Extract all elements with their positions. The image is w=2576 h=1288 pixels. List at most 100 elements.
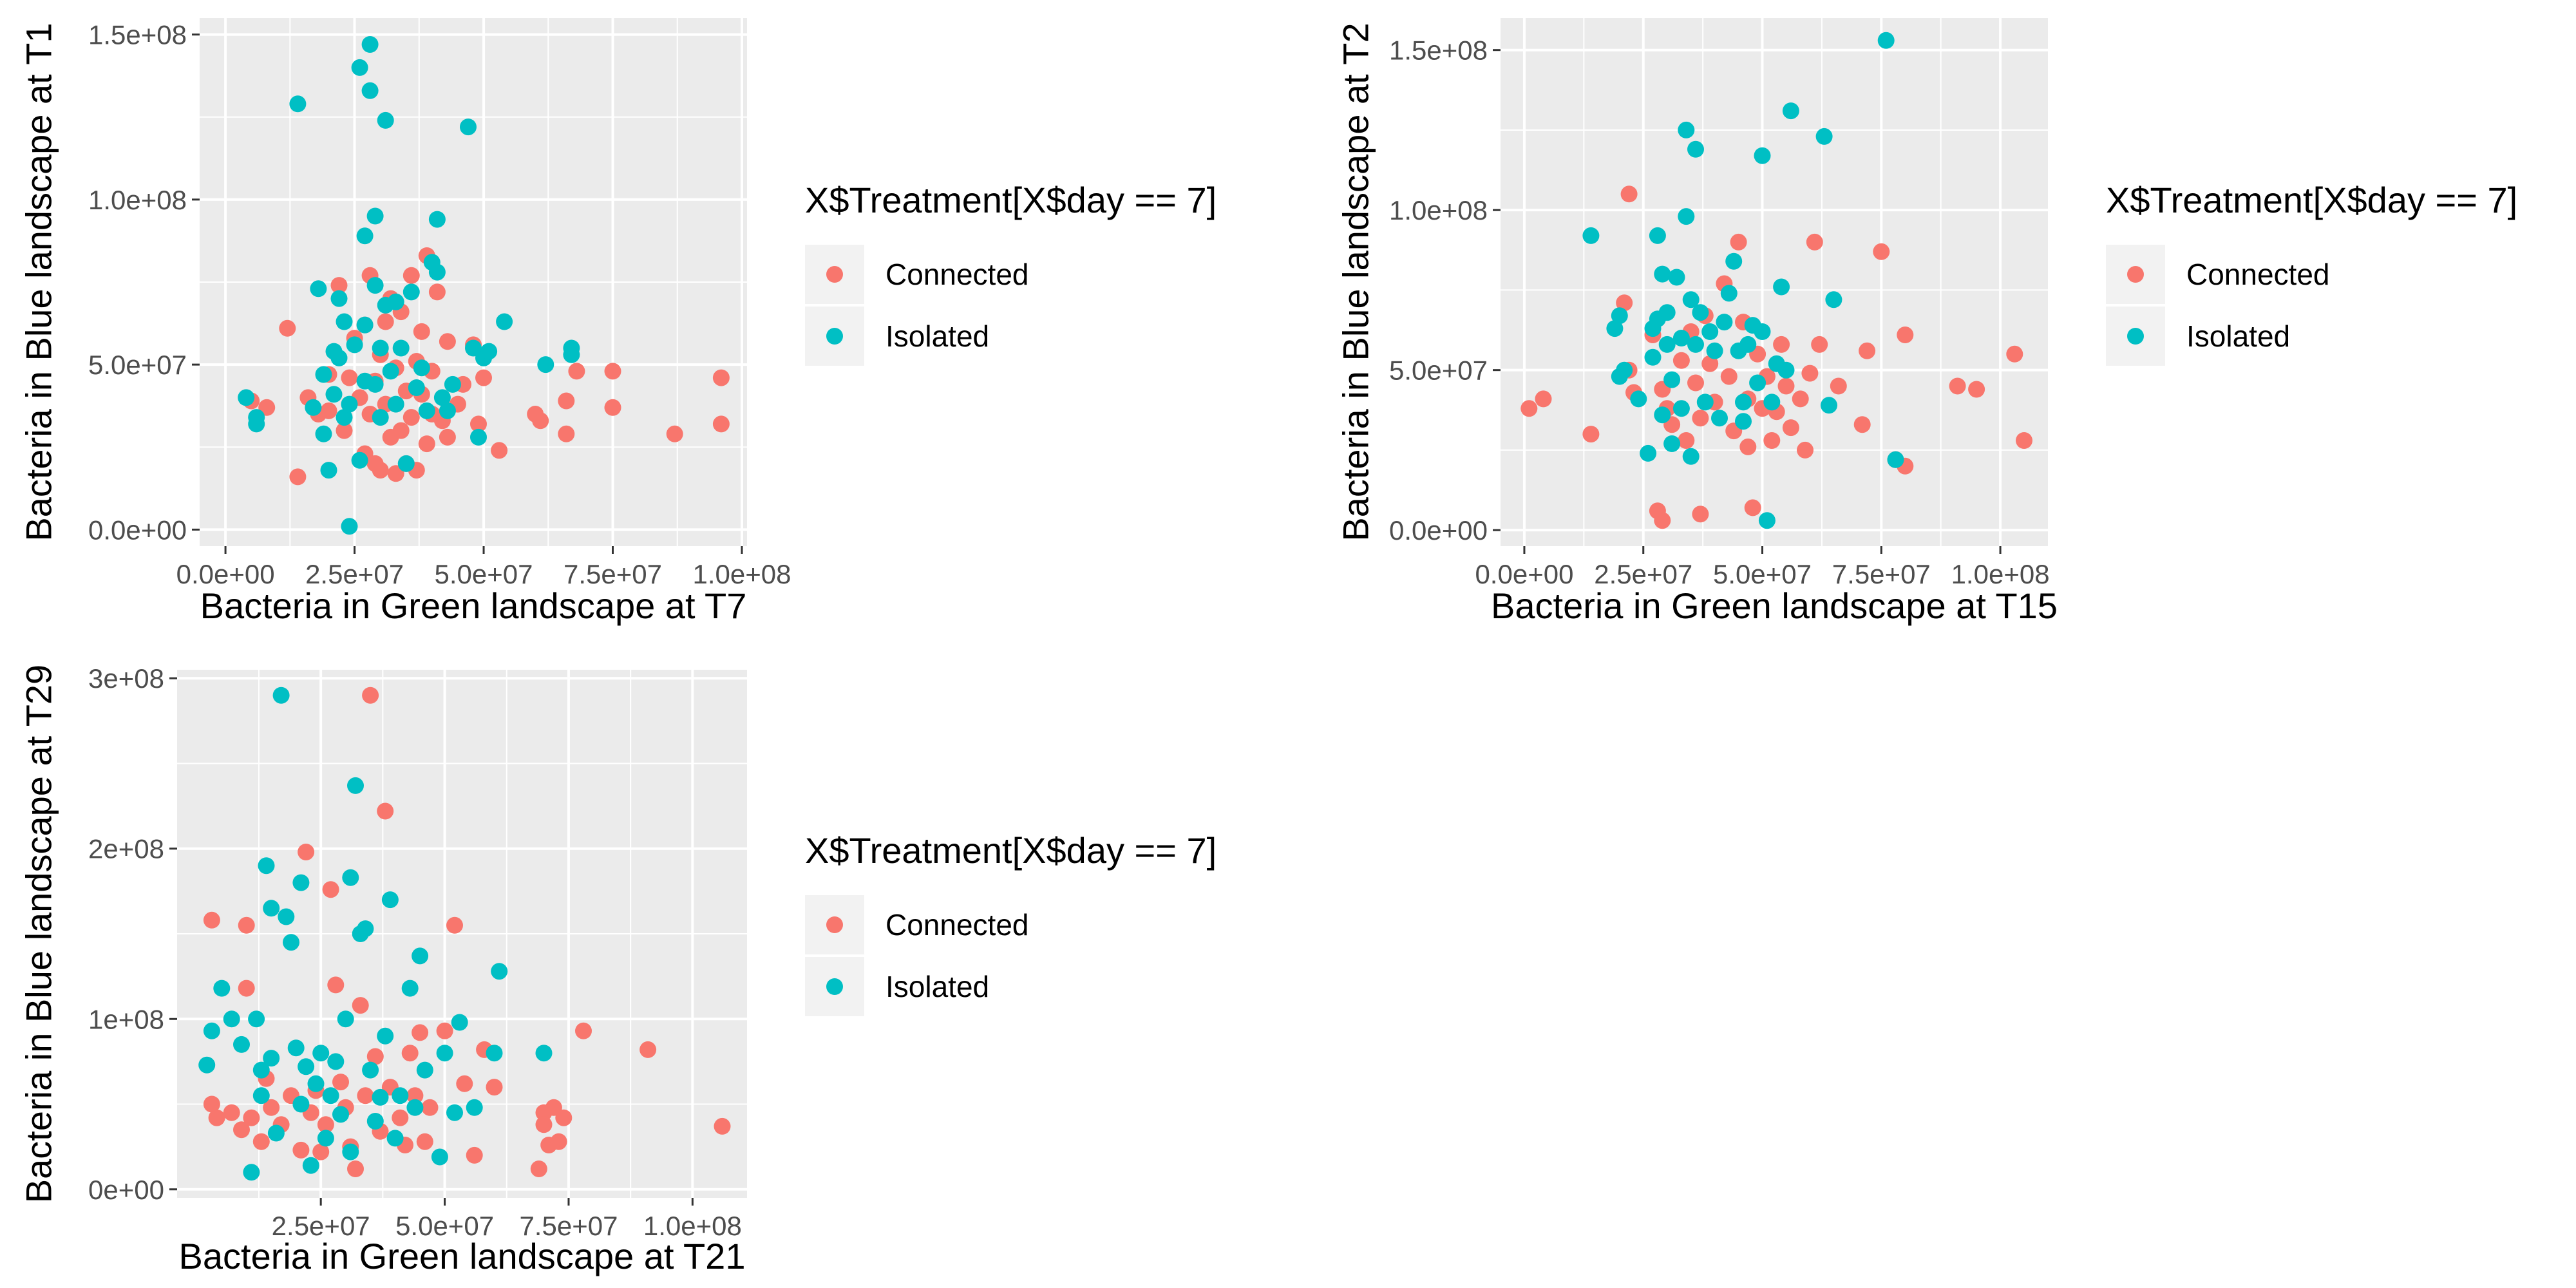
panel2-point-isolated	[1687, 140, 1704, 158]
panel2-point-isolated	[1877, 32, 1895, 49]
panel3-point-isolated	[203, 1022, 220, 1039]
panel3-y-axis-title: Bacteria in Blue landscape at T29	[19, 665, 59, 1203]
panel3-point-connected	[466, 1146, 483, 1164]
panel2-point-isolated	[1825, 291, 1842, 308]
panel3-point-connected	[317, 1116, 334, 1133]
panel3-point-connected	[421, 1099, 439, 1116]
panel3-point-isolated	[332, 1106, 349, 1123]
panel1-point-isolated	[366, 277, 384, 294]
panel1-point-connected	[491, 442, 508, 459]
panel3-point-connected	[243, 1109, 260, 1126]
panel2-point-isolated	[1663, 371, 1681, 388]
panel2-point-isolated	[1682, 291, 1700, 308]
panel2-point-isolated	[1887, 451, 1904, 468]
panel3-point-isolated	[342, 1143, 359, 1160]
panel1-point-isolated	[305, 399, 322, 416]
panel3-point-connected	[412, 1024, 429, 1041]
panel2-point-isolated	[1777, 361, 1795, 379]
panel1-point-isolated	[361, 36, 379, 53]
panel3-point-connected	[362, 687, 379, 704]
panel2-point-isolated	[1654, 265, 1671, 283]
panel1-x-tick-label: 7.5e+07	[564, 559, 662, 589]
panel1-x-tick-label: 1.0e+08	[692, 559, 791, 589]
panel2-point-isolated	[1821, 397, 1837, 414]
panel1-point-isolated	[330, 349, 348, 366]
panel3-point-isolated	[283, 934, 299, 951]
panel2-point-isolated	[1672, 400, 1690, 417]
panel1-point-connected	[402, 409, 420, 426]
panel1-y-axis-title: Bacteria in Blue landscape at T1	[19, 23, 59, 541]
panel3-x-tick-label: 1.0e+08	[643, 1211, 742, 1241]
panel1-point-isolated	[377, 111, 394, 129]
panel1-point-connected	[330, 277, 348, 294]
panel1-point-connected	[475, 369, 492, 386]
panel3-point-connected	[298, 844, 315, 860]
panel1-point-isolated	[336, 313, 353, 330]
panel1-point-connected	[604, 399, 621, 416]
panel2-x-axis-title: Bacteria in Green landscape at T15	[1491, 585, 2058, 626]
panel2-x-tick-label: 1.0e+08	[1951, 559, 2050, 589]
panel2-point-isolated	[1640, 444, 1657, 462]
panel2-y-tick-label: 0.0e+00	[1389, 515, 1488, 545]
panel3-point-connected	[377, 802, 394, 820]
panel2-point-connected	[1968, 381, 1985, 398]
panel2-point-isolated	[1658, 336, 1676, 353]
panel3-point-isolated	[342, 869, 359, 886]
panel1-point-isolated	[315, 366, 332, 383]
panel3-point-isolated	[312, 1045, 330, 1062]
panel1-point-isolated	[366, 207, 384, 225]
panel3-point-isolated	[446, 1104, 463, 1121]
panel3-point-connected	[486, 1079, 503, 1096]
panel2-point-connected	[1806, 233, 1823, 251]
panel2-point-isolated	[1654, 406, 1671, 424]
panel1-point-connected	[439, 333, 456, 350]
panel2-point-isolated	[1616, 361, 1633, 379]
panel2-point-isolated	[1630, 390, 1647, 408]
panel2-point-isolated	[1773, 278, 1790, 296]
panel3-point-isolated	[263, 1050, 280, 1067]
panel3-point-isolated	[327, 1053, 345, 1070]
panel1-point-connected	[418, 435, 435, 453]
panel3-point-connected	[332, 1074, 349, 1091]
panel1-point-isolated	[418, 402, 435, 419]
panel2-point-connected	[1616, 294, 1633, 312]
panel3-point-connected	[352, 997, 369, 1014]
panel3-point-connected	[322, 881, 339, 898]
panel2-point-connected	[1853, 416, 1871, 433]
panel2-point-connected	[1535, 390, 1552, 408]
panel3-point-isolated	[302, 1157, 319, 1174]
panel3-legend-label-connected: Connected	[886, 908, 1029, 942]
panel3-point-connected	[550, 1133, 567, 1150]
panel2-point-connected	[1801, 365, 1819, 382]
panel1-legend-marker-connected	[826, 266, 843, 283]
panel2-point-connected	[1811, 336, 1828, 353]
panel1-point-isolated	[346, 336, 363, 354]
panel2-point-connected	[1777, 377, 1795, 395]
panel3-point-isolated	[258, 857, 275, 875]
panel1-point-isolated	[496, 313, 513, 330]
panel1-point-isolated	[351, 451, 368, 469]
panel3-point-connected	[252, 1133, 270, 1150]
panel3-point-connected	[347, 1160, 364, 1177]
panel2-point-isolated	[1706, 342, 1723, 359]
panel2-point-isolated	[1763, 393, 1781, 411]
panel2-point-isolated	[1658, 304, 1676, 321]
panel1-legend-title: X$Treatment[X$day == 7]	[805, 180, 1217, 220]
panel3-point-connected	[203, 911, 220, 929]
panel2-point-isolated	[1754, 323, 1771, 340]
panel1-point-isolated	[387, 395, 404, 413]
panel1-point-isolated	[563, 346, 580, 363]
panel2-point-isolated	[1749, 374, 1766, 392]
panel3-point-connected	[263, 1099, 280, 1116]
panel1-point-isolated	[351, 59, 368, 76]
panel3-legend-title: X$Treatment[X$day == 7]	[805, 830, 1217, 871]
panel3-point-connected	[416, 1133, 433, 1150]
panel1-point-isolated	[392, 339, 410, 357]
panel1-legend-marker-isolated	[826, 328, 843, 345]
panel3-point-isolated	[198, 1056, 216, 1074]
panel1-point-connected	[320, 402, 337, 419]
panel1-point-connected	[377, 313, 394, 330]
panel3-point-connected	[223, 1104, 240, 1121]
panel1-point-connected	[532, 412, 549, 430]
panel1-point-isolated	[366, 375, 384, 393]
